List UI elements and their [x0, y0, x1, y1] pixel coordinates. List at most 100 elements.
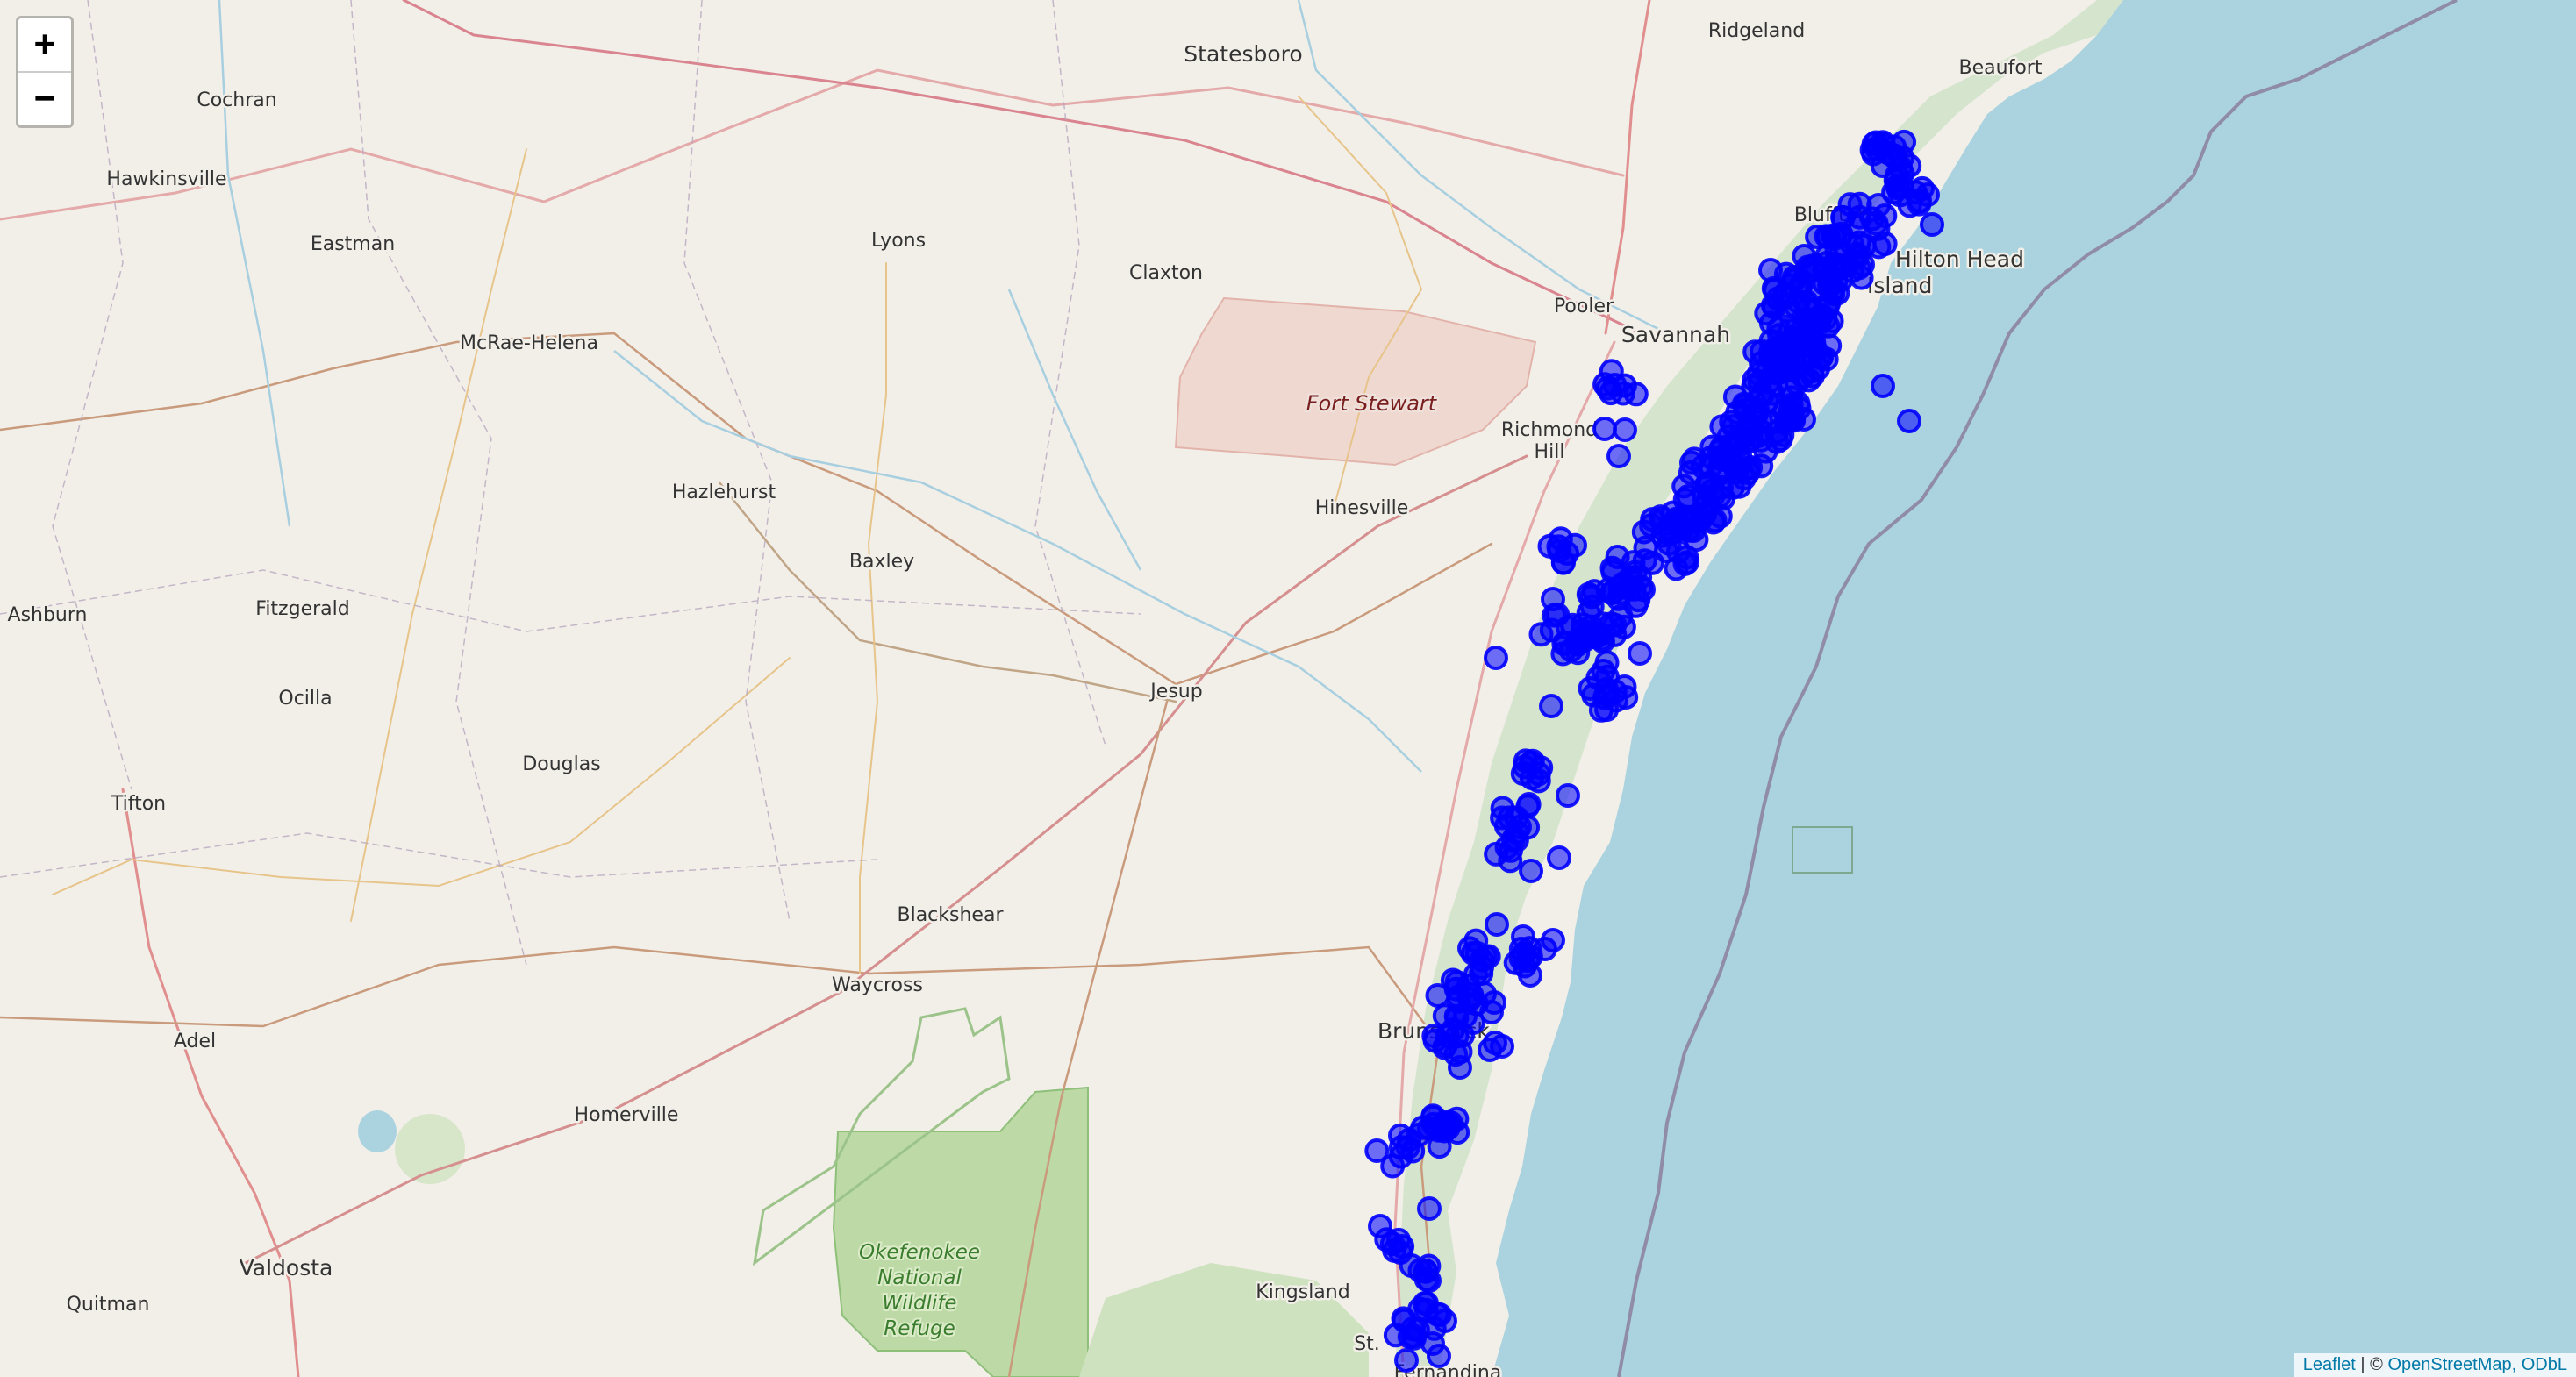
attribution: Leaflet | © OpenStreetMap, ODbL	[2293, 1353, 2576, 1377]
location-marker[interactable]	[1519, 751, 1543, 775]
place-label: Hazlehurst	[672, 482, 776, 503]
location-marker[interactable]	[1606, 444, 1631, 468]
location-marker[interactable]	[1399, 1253, 1424, 1278]
place-label: Valdosta	[240, 1255, 333, 1281]
location-marker[interactable]	[1757, 369, 1782, 395]
location-marker[interactable]	[1539, 694, 1563, 718]
osm-link[interactable]: OpenStreetMap, ODbL	[2387, 1355, 2567, 1374]
location-marker[interactable]	[1800, 359, 1825, 384]
location-marker[interactable]	[1550, 550, 1576, 575]
place-label: Statesboro	[1184, 41, 1302, 67]
location-marker[interactable]	[1541, 928, 1565, 952]
location-marker[interactable]	[1777, 273, 1802, 298]
location-marker[interactable]	[1556, 783, 1580, 808]
place-label: Jesup	[1148, 681, 1202, 703]
location-marker[interactable]	[1599, 555, 1625, 581]
place-label: Douglas	[522, 753, 600, 775]
location-marker[interactable]	[1691, 501, 1716, 526]
location-marker[interactable]	[1846, 255, 1871, 281]
location-marker[interactable]	[1888, 155, 1914, 180]
location-marker[interactable]	[1594, 697, 1620, 723]
place-label: Quitman	[67, 1294, 150, 1316]
location-marker[interactable]	[1672, 551, 1698, 576]
location-marker[interactable]	[1457, 936, 1482, 961]
location-marker[interactable]	[1490, 796, 1515, 821]
location-marker[interactable]	[1738, 454, 1764, 480]
place-label: St.	[1354, 1333, 1380, 1355]
location-marker[interactable]	[1445, 1120, 1470, 1145]
location-marker[interactable]	[1798, 327, 1823, 353]
location-marker[interactable]	[1537, 533, 1563, 559]
place-label: Beaufort	[1959, 57, 2043, 79]
location-marker[interactable]	[1606, 586, 1631, 611]
location-marker[interactable]	[1417, 1196, 1442, 1221]
location-marker[interactable]	[1547, 845, 1571, 870]
location-marker[interactable]	[1758, 258, 1783, 282]
location-marker[interactable]	[1368, 1214, 1392, 1238]
forest-patch-south	[1079, 1263, 1369, 1377]
leaflet-link[interactable]: Leaflet	[2302, 1355, 2356, 1374]
location-marker[interactable]	[1394, 1348, 1419, 1373]
location-marker[interactable]	[1760, 338, 1785, 363]
location-marker[interactable]	[1859, 206, 1885, 232]
location-marker[interactable]	[1871, 374, 1895, 398]
okefenokee-label-line: National	[877, 1266, 962, 1289]
zoom-in-button[interactable]: +	[33, 24, 56, 64]
location-marker[interactable]	[1684, 527, 1709, 553]
location-marker[interactable]	[1910, 175, 1935, 201]
location-marker[interactable]	[1592, 417, 1617, 441]
rivers	[218, 0, 1668, 773]
location-marker[interactable]	[1866, 234, 1892, 260]
location-marker[interactable]	[1623, 382, 1649, 407]
location-marker[interactable]	[1882, 134, 1907, 160]
lake-valdosta	[358, 1110, 397, 1152]
location-marker[interactable]	[1653, 519, 1678, 545]
location-marker[interactable]	[1448, 1055, 1472, 1080]
place-label: Cochran	[197, 89, 276, 111]
location-marker[interactable]	[1815, 225, 1841, 250]
location-marker[interactable]	[1478, 1038, 1502, 1062]
location-marker[interactable]	[1579, 584, 1605, 610]
location-marker[interactable]	[1456, 974, 1481, 998]
marker-layer	[1364, 129, 1944, 1373]
location-marker[interactable]	[1733, 393, 1758, 418]
location-marker[interactable]	[1388, 1144, 1413, 1169]
location-marker[interactable]	[1768, 426, 1793, 452]
fort-stewart-label: Fort Stewart	[1306, 391, 1438, 416]
location-marker[interactable]	[1792, 407, 1816, 432]
location-marker[interactable]	[1599, 359, 1624, 384]
location-marker[interactable]	[1794, 289, 1820, 315]
location-marker[interactable]	[1433, 1309, 1457, 1333]
location-marker[interactable]	[1461, 1010, 1485, 1035]
place-label: Hill	[1535, 441, 1565, 463]
location-marker[interactable]	[1541, 587, 1565, 611]
place-label: Fernandina	[1394, 1362, 1502, 1377]
place-label: McRae-Helena	[460, 332, 598, 354]
location-marker[interactable]	[1484, 646, 1508, 670]
zoom-out-button[interactable]: −	[18, 71, 71, 125]
location-marker[interactable]	[1511, 924, 1535, 949]
location-marker[interactable]	[1485, 912, 1509, 937]
location-marker[interactable]	[1553, 631, 1578, 655]
place-label: Blackshear	[898, 904, 1005, 926]
location-marker[interactable]	[1920, 212, 1944, 237]
county-lines	[0, 0, 1141, 966]
okefenokee-label-line: Wildlife	[882, 1292, 956, 1315]
location-marker[interactable]	[1830, 204, 1856, 230]
location-marker[interactable]	[1519, 859, 1543, 883]
location-marker[interactable]	[1518, 963, 1542, 988]
location-marker[interactable]	[1421, 1024, 1447, 1048]
location-marker[interactable]	[1413, 1291, 1437, 1316]
location-marker[interactable]	[1585, 665, 1611, 690]
location-marker[interactable]	[1897, 409, 1921, 433]
location-marker[interactable]	[1364, 1138, 1390, 1163]
place-label: Waycross	[832, 974, 923, 996]
location-marker[interactable]	[1628, 641, 1652, 666]
location-marker[interactable]	[1417, 1268, 1442, 1293]
location-marker[interactable]	[1613, 417, 1637, 442]
location-marker[interactable]	[1718, 434, 1743, 460]
location-marker[interactable]	[1420, 1331, 1445, 1356]
location-marker[interactable]	[1494, 835, 1520, 860]
okefenokee-refuge-area	[832, 1086, 1089, 1377]
